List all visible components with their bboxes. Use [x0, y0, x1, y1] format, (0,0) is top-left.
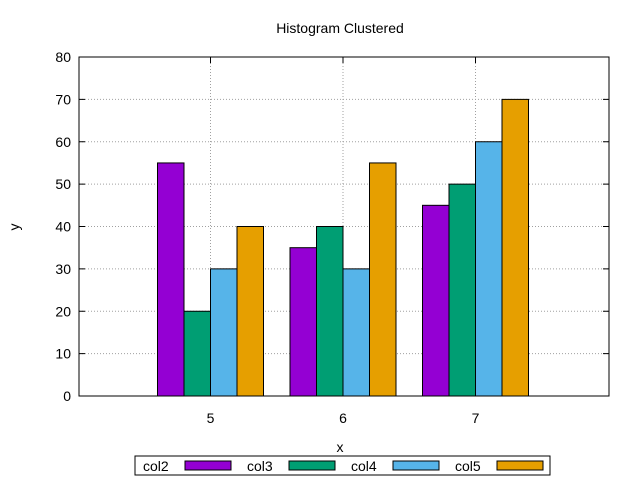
bar-col2-5	[157, 162, 185, 397]
bar-col2-7	[422, 204, 450, 397]
y-tick-label: 80	[55, 49, 71, 65]
bar-col3-6	[316, 226, 344, 397]
y-tick-label: 60	[55, 134, 71, 150]
x-tick-label: 5	[207, 410, 215, 426]
bar-col5-7	[501, 98, 529, 397]
x-axis-label: x	[337, 439, 344, 455]
bar-col4-7	[475, 141, 503, 397]
legend-swatch-col2	[184, 460, 232, 471]
bars-group	[157, 98, 529, 397]
bar-col5-5	[236, 226, 264, 397]
bar-col3-5	[183, 310, 211, 397]
legend: col2 col3 col4 col5	[134, 455, 551, 476]
legend-label-col3: col3	[247, 458, 273, 474]
legend-swatch-col4	[392, 460, 440, 471]
y-tick-label: 30	[55, 261, 71, 277]
legend-swatch-col3	[288, 460, 336, 471]
y-tick-label: 70	[55, 91, 71, 107]
bar-col2-6	[289, 247, 317, 397]
y-tick-label: 0	[63, 388, 71, 404]
x-tick-label: 6	[339, 410, 347, 426]
legend-box	[134, 455, 551, 476]
legend-label-col2: col2	[143, 458, 169, 474]
y-tick-label: 10	[55, 346, 71, 362]
y-tick-label: 40	[55, 219, 71, 235]
chart-title: Histogram Clustered	[276, 20, 404, 36]
axis-ticks: 0 10 20 30 40 50 60 70 80 5 6 7	[55, 49, 609, 426]
bar-col4-5	[210, 268, 238, 397]
legend-label-col4: col4	[351, 458, 377, 474]
y-tick-label: 20	[55, 303, 71, 319]
bar-col3-7	[448, 183, 476, 397]
y-axis-label: y	[6, 224, 22, 231]
legend-swatch-col5	[496, 460, 544, 471]
bar-col4-6	[342, 268, 370, 397]
bar-col5-6	[369, 162, 397, 397]
legend-label-col5: col5	[455, 458, 481, 474]
y-tick-label: 50	[55, 176, 71, 192]
x-tick-label: 7	[472, 410, 480, 426]
